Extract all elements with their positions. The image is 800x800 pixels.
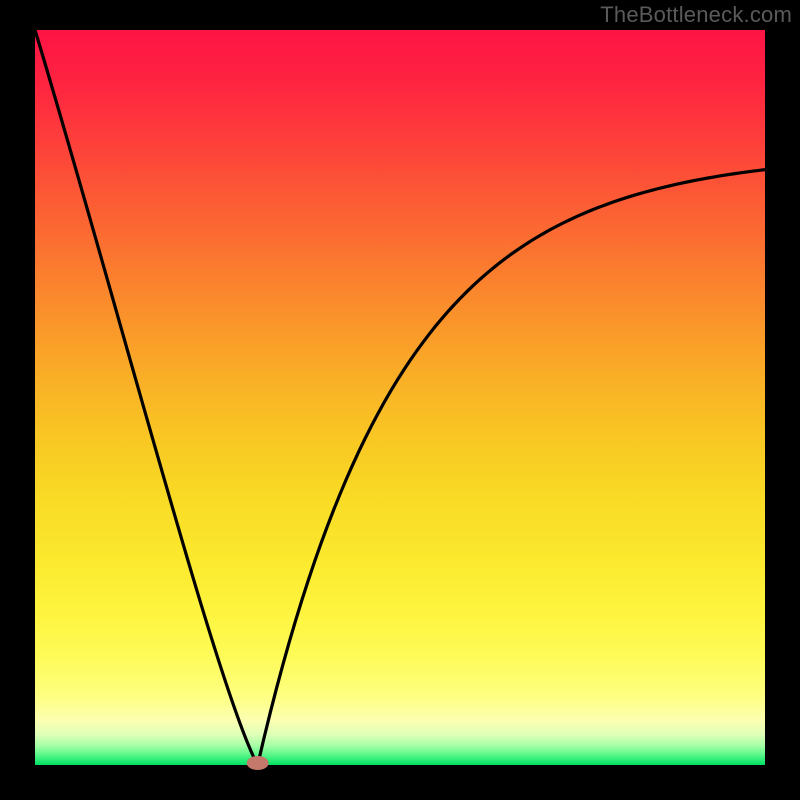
chart-container: TheBottleneck.com: [0, 0, 800, 800]
min-point-marker: [247, 756, 269, 770]
chart-svg: [0, 0, 800, 800]
plot-background: [35, 30, 765, 765]
watermark-text: TheBottleneck.com: [600, 2, 792, 28]
